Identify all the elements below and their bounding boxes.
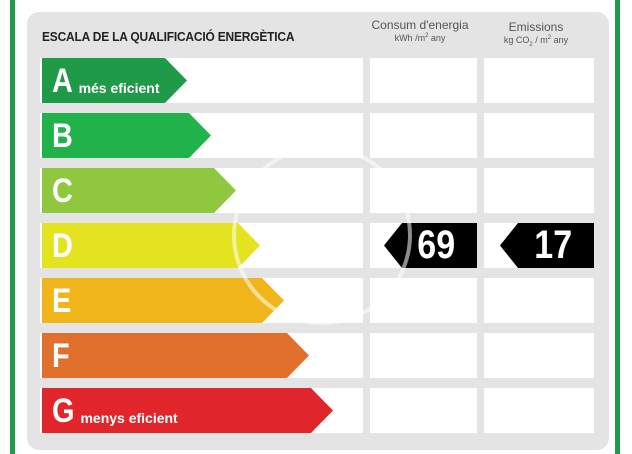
emissions-cell-b	[484, 113, 594, 158]
consum-value-tag: 69	[384, 223, 477, 268]
band-letter: F	[52, 336, 70, 375]
band-letter: C	[52, 171, 73, 210]
consum-unit: kWh /m2 any	[394, 33, 446, 43]
band-subtitle: menys eficient	[80, 409, 178, 426]
band-f: F	[42, 333, 309, 378]
emissions-header: Emissions kg CO2 / m2 any	[486, 20, 586, 49]
emissions-cell-c	[484, 168, 594, 213]
band-subtitle: més eficient	[78, 79, 160, 96]
consum-cell-a	[370, 58, 477, 103]
emissions-unit: kg CO2 / m2 any	[503, 35, 569, 48]
emissions-value-tag: 17	[500, 223, 594, 268]
emissions-heading: Emissions	[508, 20, 564, 34]
band-letter: A	[52, 61, 73, 100]
band-c: C	[42, 168, 236, 213]
consum-header: Consum d'energia kWh /m2 any	[370, 18, 470, 44]
band-e: E	[42, 278, 284, 323]
consum-cell-g	[370, 388, 477, 433]
emissions-cell-e	[484, 278, 594, 323]
green-frame	[10, 0, 620, 454]
consum-cell-b	[370, 113, 477, 158]
band-letter: G	[52, 391, 75, 430]
band-b: B	[42, 113, 211, 158]
band-letter: E	[52, 281, 72, 320]
emissions-cell-g	[484, 388, 594, 433]
band-letter: B	[52, 116, 73, 155]
consum-cell-c	[370, 168, 477, 213]
scale-title: ESCALA DE LA QUALIFICACIÓ ENERGÈTICA	[42, 29, 295, 44]
emissions-cell-f	[484, 333, 594, 378]
band-letter: D	[52, 226, 73, 265]
emissions-cell-a	[484, 58, 594, 103]
band-d: D	[42, 223, 260, 268]
consum-cell-e	[370, 278, 477, 323]
consum-heading: Consum d'energia	[371, 18, 469, 32]
consum-cell-f	[370, 333, 477, 378]
